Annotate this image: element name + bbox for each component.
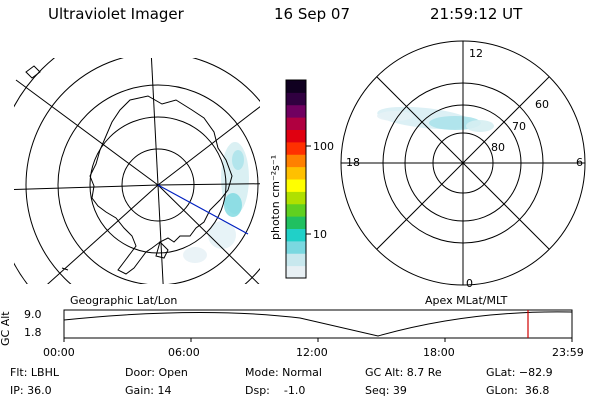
geo-look-direction-line bbox=[157, 184, 249, 235]
info-seq: Seq: 39 bbox=[365, 384, 407, 397]
colorbar-band bbox=[286, 240, 306, 254]
mag-aurora-emission bbox=[377, 106, 494, 132]
coast-fragment bbox=[25, 65, 41, 79]
time-label: 21:59:12 UT bbox=[430, 5, 523, 23]
colorbar-band bbox=[286, 92, 306, 106]
colorbar-band bbox=[286, 129, 306, 143]
colorbar-band bbox=[286, 141, 306, 155]
colorbar-band bbox=[286, 104, 306, 118]
colorbar-band bbox=[286, 203, 306, 217]
orbit-xtick-0600: 06:00 bbox=[168, 346, 200, 359]
magnetic-map bbox=[340, 40, 586, 286]
geo-panel-caption: Geographic Lat/Lon bbox=[70, 294, 178, 307]
orbit-ylabel: GC Alt bbox=[0, 311, 12, 346]
geo-aurora-emission bbox=[183, 142, 249, 263]
date-label: 16 Sep 07 bbox=[274, 5, 350, 23]
lat-label-80: 80 bbox=[491, 141, 505, 154]
coast-island bbox=[155, 241, 169, 259]
orbit-ytick-1-8: 1.8 bbox=[24, 326, 42, 339]
info-gc-alt: GC Alt: 8.7 Re bbox=[365, 366, 442, 379]
geographic-map bbox=[14, 58, 260, 284]
orbit-ytick-9: 9.0 bbox=[24, 308, 42, 321]
lat-label-60: 60 bbox=[535, 98, 549, 111]
colorbar-band bbox=[286, 216, 306, 229]
mlt-label-18: 18 bbox=[346, 156, 360, 169]
mag-panel-caption: Apex MLat/MLT bbox=[425, 294, 508, 307]
mlt-label-0: 0 bbox=[466, 277, 473, 290]
geo-meridians bbox=[14, 58, 260, 284]
orbit-xtick-2359: 23:59 bbox=[552, 346, 584, 359]
orbit-xtick-1800: 18:00 bbox=[423, 346, 455, 359]
colorbar bbox=[285, 79, 311, 279]
info-flt: Flt: LBHL bbox=[10, 366, 59, 379]
mlt-label-6: 6 bbox=[576, 156, 583, 169]
colorbar-band bbox=[286, 265, 306, 279]
colorbar-band bbox=[286, 166, 306, 180]
info-dsp: Dsp: -1.0 bbox=[245, 384, 306, 397]
info-mode: Mode: Normal bbox=[245, 366, 322, 379]
instrument-title: Ultraviolet Imager bbox=[48, 5, 184, 23]
orbit-xtick-1200: 12:00 bbox=[296, 346, 328, 359]
antarctica-coastline bbox=[89, 95, 233, 275]
info-door: Door: Open bbox=[125, 366, 188, 379]
colorbar-band bbox=[286, 228, 306, 242]
colorbar-band bbox=[286, 179, 306, 192]
orbit-altitude-plot bbox=[63, 309, 573, 342]
info-glat: GLat: −82.9 bbox=[486, 366, 553, 379]
lat-label-70: 70 bbox=[512, 120, 526, 133]
colorbar-tick-100: 100 bbox=[313, 140, 334, 153]
colorbar-band bbox=[286, 253, 306, 267]
colorbar-band bbox=[286, 80, 306, 93]
colorbar-unit-label: photon cm⁻²s⁻¹ bbox=[269, 154, 282, 240]
colorbar-band bbox=[286, 117, 306, 130]
colorbar-band bbox=[286, 191, 306, 205]
coast-fragment-2 bbox=[61, 267, 69, 271]
colorbar-band bbox=[286, 154, 306, 168]
info-ip: IP: 36.0 bbox=[10, 384, 52, 397]
orbit-xtick-0000: 00:00 bbox=[43, 346, 75, 359]
colorbar-tick-10: 10 bbox=[313, 228, 327, 241]
mlt-label-12: 12 bbox=[469, 47, 483, 60]
info-glon: GLon: 36.8 bbox=[486, 384, 550, 397]
info-gain: Gain: 14 bbox=[125, 384, 172, 397]
